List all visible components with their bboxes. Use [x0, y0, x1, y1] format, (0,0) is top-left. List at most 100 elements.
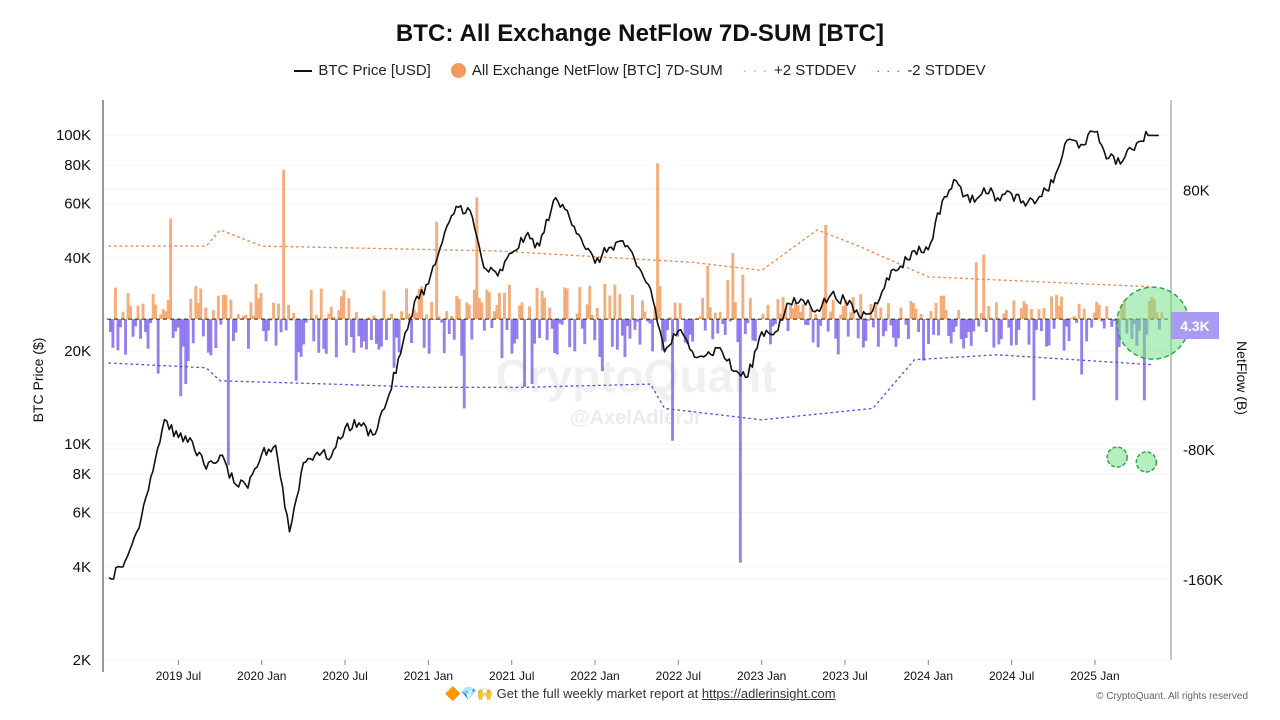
netflow-bar: [618, 294, 622, 320]
netflow-bar: [141, 303, 145, 320]
report-link[interactable]: https://adlerinsight.com: [701, 686, 836, 701]
netflow-bar: [420, 286, 424, 320]
netflow-bar: [116, 319, 120, 351]
y-left-tick-label: 20K: [64, 343, 91, 360]
netflow-bar: [219, 319, 223, 325]
netflow-bar: [397, 319, 401, 353]
netflow-bar: [804, 319, 808, 325]
netflow-bar: [131, 319, 135, 337]
netflow-bar: [400, 311, 404, 320]
netflow-bar: [598, 319, 602, 357]
netflow-bar: [352, 319, 356, 353]
netflow-bar: [864, 319, 868, 341]
netflow-bar: [716, 319, 720, 334]
netflow-bar: [1062, 319, 1066, 351]
stddev-bands: [108, 229, 1152, 421]
netflow-bar: [1072, 316, 1076, 320]
netflow-bar: [894, 319, 898, 347]
netflow-bar: [226, 319, 230, 466]
netflow-bar: [994, 302, 998, 320]
netflow-bar: [600, 319, 604, 371]
netflow-bar: [573, 319, 577, 352]
netflow-bar: [372, 315, 376, 320]
netflow-bar: [608, 295, 612, 320]
netflow-bar: [495, 305, 499, 320]
watermark-handle: @AxelAdlerJr: [570, 407, 702, 429]
netflow-bar: [881, 319, 885, 337]
netflow-bar: [909, 301, 913, 320]
netflow-bar: [779, 313, 782, 320]
netflow-bar: [1027, 319, 1031, 345]
netflow-bar: [114, 287, 117, 320]
netflow-bar: [769, 319, 772, 345]
netflow-bar: [939, 296, 943, 320]
netflow-bar: [146, 319, 150, 349]
netflow-bar: [942, 295, 946, 320]
netflow-bar: [490, 319, 494, 329]
netflow-bar: [969, 319, 973, 346]
netflow-bar: [726, 280, 730, 320]
netflow-bar: [274, 319, 278, 346]
netflow-bar: [952, 319, 956, 333]
netflow-bar: [181, 319, 185, 347]
netflow-bar: [1112, 319, 1116, 322]
netflow-bar: [796, 305, 800, 320]
netflow-bar: [425, 314, 429, 320]
netflow-bar: [1105, 306, 1109, 320]
y-left-tick-label: 100K: [56, 127, 91, 144]
legend-item-netflow[interactable]: All Exchange NetFlow [BTC] 7D-SUM: [450, 62, 723, 79]
netflow-bar: [746, 319, 750, 324]
netflow-bar: [954, 319, 958, 327]
netflow-bar: [663, 319, 667, 342]
netflow-bar: [247, 319, 250, 349]
netflow-bar: [540, 290, 544, 320]
x-tick-label: 2022 Jan: [570, 669, 619, 683]
netflow-bar: [289, 319, 293, 321]
y-left-tick-label: 80K: [64, 157, 91, 174]
netflow-bar: [641, 300, 644, 320]
y-axis-right-label: NetFlow (B): [1234, 341, 1250, 415]
netflow-bar: [387, 318, 391, 320]
netflow-bar: [786, 319, 790, 331]
netflow-bar: [1014, 319, 1018, 346]
netflow-bar: [136, 305, 140, 320]
netflow-bar: [144, 319, 148, 333]
netflow-bar: [999, 319, 1003, 340]
netflow-bar: [209, 319, 213, 356]
legend-item-minus-stddev[interactable]: · · · -2 STDDEV: [876, 62, 986, 79]
netflow-bar: [380, 319, 383, 347]
netflow-bar: [477, 297, 481, 320]
netflow-bar: [876, 319, 880, 347]
netflow-bar: [841, 305, 845, 320]
netflow-bar: [199, 288, 203, 320]
netflow-bar: [365, 319, 368, 350]
x-tick-label: 2022 Jul: [656, 669, 701, 683]
netflow-bar: [482, 319, 486, 331]
netflow-bar: [111, 319, 115, 348]
netflow-bar: [671, 319, 675, 441]
netflow-bar: [282, 169, 286, 320]
netflow-bar: [1087, 318, 1091, 320]
netflow-bar: [919, 314, 923, 320]
netflow-bar: [887, 303, 890, 320]
netflow-bars: [107, 163, 1171, 563]
netflow-bar: [811, 319, 815, 343]
netflow-bar: [972, 319, 976, 332]
netflow-bar: [1115, 319, 1119, 401]
legend-label-minus-stddev: -2 STDDEV: [907, 62, 986, 79]
netflow-bar: [324, 319, 328, 354]
netflow-bar: [224, 294, 228, 320]
legend-item-price[interactable]: BTC Price [USD]: [294, 62, 431, 79]
netflow-bar: [595, 308, 599, 320]
netflow-bar: [370, 319, 373, 340]
netflow-bar: [656, 163, 660, 320]
x-tick-label: 2019 Jul: [156, 669, 201, 683]
netflow-bar: [949, 319, 953, 344]
legend-item-plus-stddev[interactable]: · · · +2 STDDEV: [743, 62, 856, 79]
netflow-bar: [701, 298, 705, 320]
y-left-tick-label: 10K: [64, 436, 91, 453]
netflow-bar: [781, 296, 785, 320]
netflow-bar: [834, 319, 838, 339]
latest-value-badge: 4.3K: [1171, 312, 1219, 339]
netflow-bar: [1095, 302, 1099, 320]
